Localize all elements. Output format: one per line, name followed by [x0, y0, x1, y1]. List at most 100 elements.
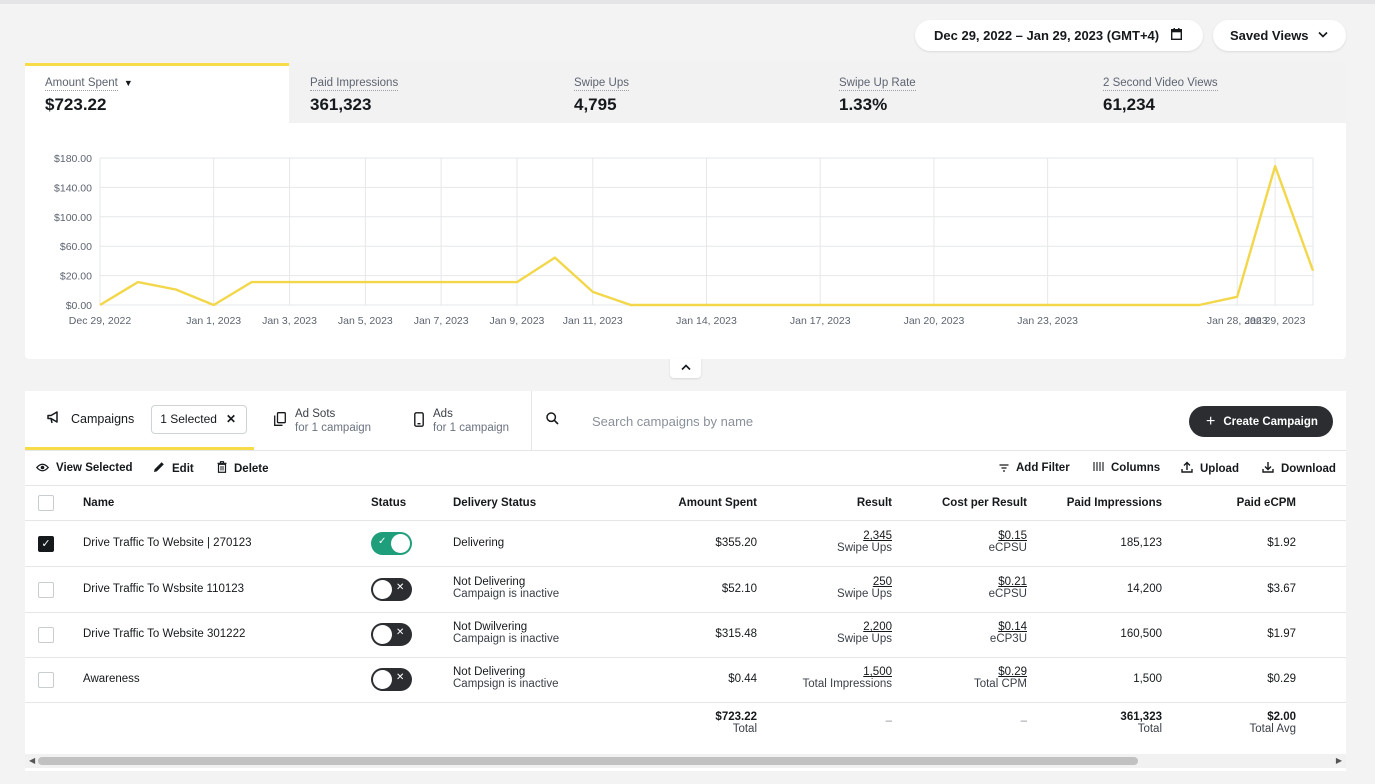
- arrow-right-icon[interactable]: ▶: [1335, 756, 1342, 765]
- result-type: Swipe Ups: [837, 542, 892, 554]
- tab-label: Ads: [433, 407, 453, 420]
- row-checkbox[interactable]: ✓: [38, 536, 54, 552]
- column-header-result[interactable]: Result: [856, 497, 892, 509]
- tab-ad-sets[interactable]: Ad Sots for 1 campaign: [274, 391, 371, 450]
- tab-ads[interactable]: Ads for 1 campaign: [414, 391, 509, 450]
- result-type: Swipe Ups: [837, 588, 892, 600]
- metric-swipe-ups[interactable]: Swipe Ups 4,795: [554, 63, 818, 123]
- delete-button[interactable]: Delete: [217, 461, 269, 476]
- metric-2-second-video-views[interactable]: 2 Second Video Views 61,234: [1083, 63, 1346, 123]
- x-tick-label: Jan 3, 2023: [262, 315, 317, 327]
- status-toggle[interactable]: ✕: [371, 668, 412, 691]
- delete-label: Delete: [234, 462, 269, 475]
- columns-icon: [1093, 461, 1104, 475]
- upload-button[interactable]: Upload: [1181, 461, 1239, 476]
- total-ecpm-value: $2.00: [1267, 711, 1296, 723]
- status-toggle[interactable]: ✕: [371, 578, 412, 601]
- download-icon: [1262, 461, 1274, 476]
- filter-icon: [999, 461, 1009, 475]
- caret-down-icon: ▼: [123, 78, 133, 88]
- row-checkbox[interactable]: [38, 582, 54, 598]
- x-tick-label: Jan 5, 2023: [338, 315, 393, 327]
- collapse-chart-button[interactable]: [670, 358, 701, 378]
- upload-icon: [1181, 461, 1193, 476]
- total-amount-value: $723.22: [715, 711, 757, 723]
- megaphone-icon: [47, 411, 61, 427]
- row-checkbox[interactable]: [38, 627, 54, 643]
- table-row[interactable]: ✓ Drive Traffic To Website | 270123 ✓ De…: [25, 521, 1346, 567]
- status-toggle[interactable]: ✕: [371, 623, 412, 646]
- column-header-amount-spent[interactable]: Amount Spent: [678, 497, 757, 509]
- download-button[interactable]: Download: [1262, 461, 1336, 476]
- close-icon[interactable]: ✕: [225, 412, 237, 426]
- selected-filter-chip[interactable]: 1 Selected ✕: [151, 404, 248, 434]
- horizontal-scrollbar[interactable]: ◀ ▶: [25, 754, 1346, 768]
- table-row[interactable]: Drive Traffic To Website 301222 ✕ Not Dw…: [25, 612, 1346, 658]
- cost-value[interactable]: $0.29: [998, 666, 1027, 678]
- column-header-status[interactable]: Status: [371, 497, 407, 509]
- result-value[interactable]: 2,200: [863, 621, 892, 633]
- x-tick-label: Jan 17, 2023: [790, 315, 851, 327]
- column-header-delivery-status[interactable]: Delivery Status: [453, 497, 537, 509]
- result-cell: 1,500 Total Impressions: [803, 666, 892, 690]
- campaign-name[interactable]: Awareness: [83, 673, 140, 685]
- x-tick-label: Jan 20, 2023: [904, 315, 965, 327]
- column-header-cost-per-result[interactable]: Cost per Result: [942, 497, 1027, 509]
- result-value[interactable]: 1,500: [863, 666, 892, 678]
- table-row[interactable]: Awareness ✕ Not Delivering Campsign is i…: [25, 657, 1346, 703]
- cost-value[interactable]: $0.14: [998, 621, 1027, 633]
- cost-value[interactable]: $0.15: [998, 530, 1027, 542]
- metric-label: Swipe Up Rate: [839, 77, 916, 91]
- arrow-left-icon[interactable]: ◀: [29, 756, 36, 765]
- cost-cell: $0.15 eCPSU: [989, 530, 1027, 554]
- x-tick-label: Jan 11, 2023: [563, 315, 623, 327]
- delivery-status-cell: Not Dwilvering Campaign is inactive: [453, 621, 559, 645]
- result-value[interactable]: 2,345: [863, 530, 892, 542]
- column-header-paid-ecpm[interactable]: Paid eCPM: [1236, 497, 1296, 509]
- campaign-name[interactable]: Drive Traffic To Wsbsite 110123: [83, 583, 245, 595]
- metric-paid-impressions[interactable]: Paid Impressions 361,323: [290, 63, 554, 123]
- campaign-name[interactable]: Drive Traffic To Website | 270123: [83, 537, 252, 549]
- date-range-picker[interactable]: Dec 29, 2022 – Jan 29, 2023 (GMT+4): [915, 20, 1203, 51]
- campaign-name[interactable]: Drive Traffic To Website 301222: [83, 628, 246, 640]
- x-tick-label: Jan 14, 2023: [676, 315, 737, 327]
- saved-views-dropdown[interactable]: Saved Views: [1213, 20, 1346, 51]
- metric-swipe-up-rate[interactable]: Swipe Up Rate 1.33%: [819, 63, 1083, 123]
- table-row[interactable]: Drive Traffic To Wsbsite 110123 ✕ Not De…: [25, 567, 1346, 613]
- result-value[interactable]: 250: [872, 576, 892, 588]
- add-filter-label: Add Filter: [1016, 462, 1070, 474]
- amount-spent: $52.10: [721, 583, 757, 595]
- search-input[interactable]: [590, 408, 1014, 434]
- cost-cell: $0.29 Total CPM: [974, 666, 1027, 690]
- add-filter-button[interactable]: Add Filter: [999, 461, 1070, 475]
- amount-spent: $0.44: [728, 673, 757, 685]
- metric-value: $723.22: [45, 95, 107, 114]
- columns-label: Columns: [1111, 462, 1161, 474]
- amount-spent: $315.48: [715, 628, 757, 640]
- entity-tabbar: Campaigns 1 Selected ✕ Ad Sots for 1 cam…: [25, 391, 1346, 451]
- metric-label: 2 Second Video Views: [1103, 77, 1218, 91]
- column-header-name[interactable]: Name: [83, 497, 115, 509]
- total-result: –: [885, 715, 892, 727]
- pencil-icon: [153, 461, 165, 476]
- status-toggle[interactable]: ✓: [371, 532, 412, 555]
- amount-spent: $355.20: [715, 537, 757, 549]
- row-checkbox[interactable]: [38, 672, 54, 688]
- create-campaign-button[interactable]: + Create Campaign: [1189, 406, 1333, 437]
- scrollbar-thumb[interactable]: [38, 757, 1138, 765]
- cost-value[interactable]: $0.21: [998, 576, 1027, 588]
- cost-type: Total CPM: [973, 678, 1027, 690]
- cost-type: eCPSU: [988, 542, 1027, 554]
- tab-campaigns[interactable]: Campaigns 1 Selected ✕: [25, 391, 254, 450]
- view-selected-button[interactable]: View Selected: [35, 461, 133, 475]
- paid-impressions: 1,500: [1133, 673, 1162, 685]
- cost-type: eCPSU: [988, 588, 1027, 600]
- delivery-reason: Campsign is inactive: [453, 678, 559, 690]
- column-header-paid-impressions[interactable]: Paid Impressions: [1066, 497, 1162, 509]
- columns-button[interactable]: Columns: [1093, 461, 1160, 475]
- campaigns-table-card: Campaigns 1 Selected ✕ Ad Sots for 1 cam…: [25, 391, 1346, 771]
- edit-button[interactable]: Edit: [153, 461, 194, 476]
- tab-sublabel: for 1 campaign: [433, 421, 510, 434]
- select-all-checkbox[interactable]: [38, 495, 54, 511]
- metric-amount-spent[interactable]: Amount Spent ▼ $723.22: [25, 63, 289, 123]
